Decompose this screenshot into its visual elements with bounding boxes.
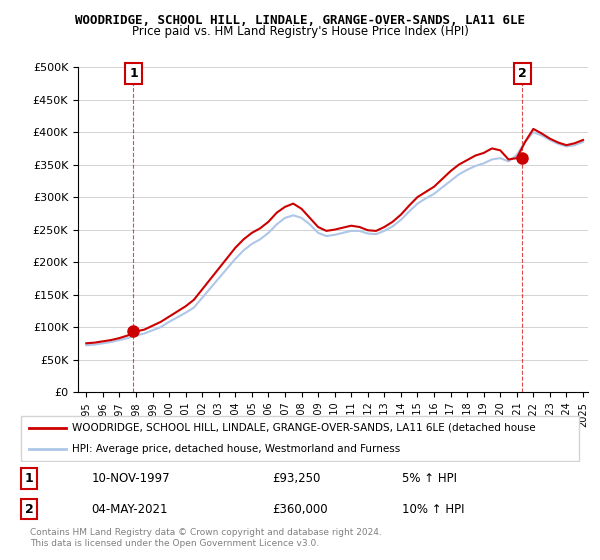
Text: 10% ↑ HPI: 10% ↑ HPI (401, 503, 464, 516)
Text: 04-MAY-2021: 04-MAY-2021 (91, 503, 168, 516)
Text: £360,000: £360,000 (272, 503, 328, 516)
Text: HPI: Average price, detached house, Westmorland and Furness: HPI: Average price, detached house, West… (71, 444, 400, 454)
Text: 10-NOV-1997: 10-NOV-1997 (91, 472, 170, 485)
Text: 1: 1 (25, 472, 34, 485)
Text: Price paid vs. HM Land Registry's House Price Index (HPI): Price paid vs. HM Land Registry's House … (131, 25, 469, 38)
Text: 5% ↑ HPI: 5% ↑ HPI (401, 472, 457, 485)
Text: 2: 2 (518, 67, 527, 80)
Text: WOODRIDGE, SCHOOL HILL, LINDALE, GRANGE-OVER-SANDS, LA11 6LE (detached house: WOODRIDGE, SCHOOL HILL, LINDALE, GRANGE-… (71, 423, 535, 433)
FancyBboxPatch shape (21, 416, 579, 461)
Text: £93,250: £93,250 (272, 472, 320, 485)
Text: 2: 2 (25, 503, 34, 516)
Text: 1: 1 (129, 67, 138, 80)
Text: WOODRIDGE, SCHOOL HILL, LINDALE, GRANGE-OVER-SANDS, LA11 6LE: WOODRIDGE, SCHOOL HILL, LINDALE, GRANGE-… (75, 14, 525, 27)
Text: Contains HM Land Registry data © Crown copyright and database right 2024.
This d: Contains HM Land Registry data © Crown c… (30, 528, 382, 548)
